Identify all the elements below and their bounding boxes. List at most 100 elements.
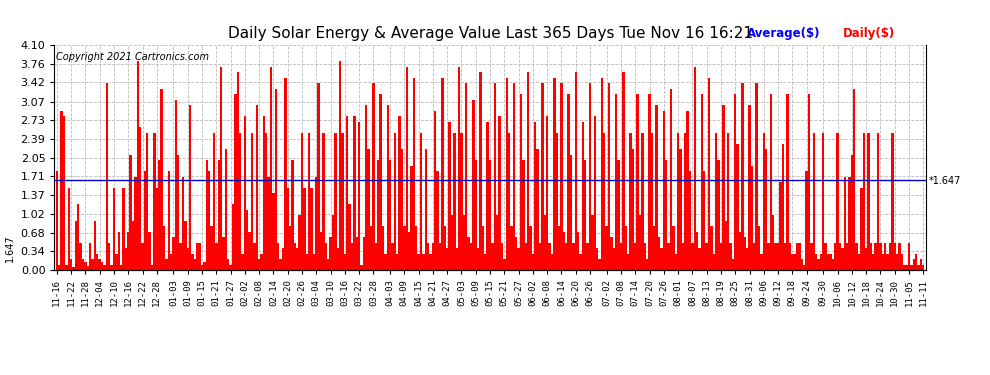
Bar (825, 243, 827, 270)
Bar (920, 259, 922, 270)
Bar (232, 204, 235, 270)
Bar (565, 243, 567, 270)
Bar (915, 254, 918, 270)
Bar (189, 105, 191, 270)
Bar (227, 259, 230, 270)
Bar (91, 259, 94, 270)
Bar (367, 149, 370, 270)
Bar (303, 188, 306, 270)
Bar (379, 94, 382, 270)
Bar (722, 105, 725, 270)
Bar (410, 166, 413, 270)
Text: Copyright 2021 Cartronics.com: Copyright 2021 Cartronics.com (56, 52, 209, 62)
Bar (908, 243, 910, 270)
Bar (662, 111, 665, 270)
Bar (789, 243, 791, 270)
Bar (642, 133, 644, 270)
Bar (594, 116, 596, 270)
Bar (610, 237, 613, 270)
Bar (886, 254, 889, 270)
Bar (147, 133, 148, 270)
Bar (137, 62, 139, 270)
Bar (191, 254, 194, 270)
Bar (698, 248, 701, 270)
Bar (72, 267, 74, 270)
Bar (767, 243, 770, 270)
Bar (250, 133, 253, 270)
Bar (342, 133, 344, 270)
Bar (220, 67, 223, 270)
Bar (186, 248, 189, 270)
Bar (108, 243, 111, 270)
Bar (253, 243, 255, 270)
Bar (362, 237, 365, 270)
Bar (727, 133, 730, 270)
Bar (803, 264, 806, 270)
Bar (779, 182, 782, 270)
Bar (386, 105, 389, 270)
Bar (98, 259, 101, 270)
Bar (534, 122, 537, 270)
Bar (677, 133, 679, 270)
Bar (67, 188, 70, 270)
Bar (406, 67, 408, 270)
Bar (372, 83, 374, 270)
Bar (579, 254, 582, 270)
Bar (506, 78, 508, 270)
Bar (248, 232, 250, 270)
Bar (691, 243, 694, 270)
Bar (223, 237, 225, 270)
Bar (570, 155, 572, 270)
Bar (913, 259, 915, 270)
Bar (820, 254, 822, 270)
Bar (546, 116, 548, 270)
Bar (206, 160, 208, 270)
Bar (172, 237, 174, 270)
Bar (346, 116, 348, 270)
Bar (679, 149, 682, 270)
Bar (396, 254, 398, 270)
Bar (213, 133, 215, 270)
Text: Daily($): Daily($) (842, 27, 895, 40)
Bar (498, 116, 501, 270)
Bar (201, 264, 203, 270)
Bar (715, 133, 718, 270)
Bar (834, 243, 837, 270)
Bar (79, 243, 82, 270)
Bar (660, 248, 662, 270)
Bar (582, 122, 584, 270)
Bar (503, 259, 506, 270)
Bar (845, 243, 848, 270)
Bar (882, 254, 884, 270)
Bar (408, 232, 410, 270)
Bar (686, 111, 689, 270)
Bar (89, 243, 91, 270)
Bar (294, 243, 296, 270)
Bar (270, 67, 272, 270)
Bar (562, 232, 565, 270)
Bar (327, 259, 330, 270)
Bar (365, 105, 367, 270)
Bar (567, 94, 570, 270)
Bar (855, 243, 857, 270)
Bar (684, 133, 686, 270)
Bar (510, 226, 513, 270)
Bar (218, 160, 220, 270)
Bar (482, 226, 484, 270)
Bar (601, 78, 603, 270)
Bar (574, 72, 577, 270)
Bar (613, 248, 615, 270)
Bar (453, 133, 455, 270)
Bar (148, 232, 150, 270)
Bar (472, 100, 474, 270)
Bar (82, 259, 84, 270)
Bar (479, 72, 482, 270)
Bar (667, 243, 670, 270)
Bar (113, 188, 115, 270)
Bar (622, 72, 625, 270)
Bar (389, 160, 391, 270)
Bar (348, 204, 350, 270)
Bar (650, 133, 653, 270)
Bar (115, 254, 118, 270)
Bar (577, 232, 579, 270)
